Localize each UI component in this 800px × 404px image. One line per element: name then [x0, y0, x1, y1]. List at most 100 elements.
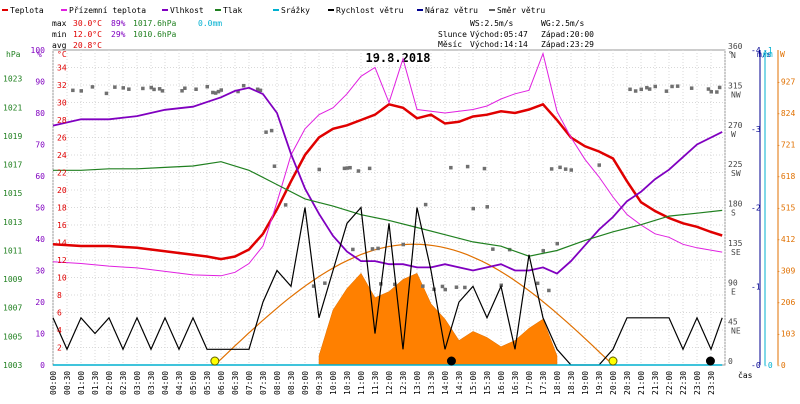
- legend-label: Tlak: [223, 6, 242, 15]
- solar-tick-label: -927: [776, 78, 795, 87]
- legend-item: Tlak: [215, 6, 242, 15]
- wind-direction-mark: [149, 85, 153, 90]
- solar-tick-label: -515: [776, 204, 795, 213]
- stats-max-hum: 89%: [111, 19, 126, 28]
- wind-direction-mark: [323, 281, 327, 285]
- rain-tick-label: -0: [763, 361, 773, 370]
- x-tick-label: 03:30: [147, 371, 156, 395]
- pct-tick-label: 10: [35, 330, 45, 339]
- wind-direction-mark: [258, 88, 263, 93]
- wind-direction-mark: [706, 87, 711, 91]
- wind-direction-mark: [465, 164, 470, 169]
- dir-axis-title: °: [728, 50, 733, 59]
- x-tick-label: 21:30: [651, 371, 660, 395]
- moon-rise: Východ:14:14: [470, 40, 528, 49]
- x-tick-label: 05:00: [189, 371, 198, 395]
- legend-item: Vlhkost: [162, 6, 204, 15]
- x-tick-label: 00:00: [49, 371, 58, 395]
- hpa-tick-label: 1015: [3, 189, 22, 198]
- wind-direction-mark: [675, 84, 680, 88]
- stats-max-press: 1017.6hPa: [133, 19, 177, 28]
- x-tick-label: 12:00: [385, 371, 394, 395]
- moon-set: Západ:23:29: [541, 40, 594, 49]
- temp-tick-label: 4: [57, 326, 62, 335]
- wind-direction-mark: [423, 202, 428, 207]
- x-tick-label: 20:00: [609, 371, 618, 395]
- wind-direction-mark: [555, 241, 559, 246]
- hpa-tick-label: 1011: [3, 246, 22, 255]
- legend: Teplota Přízemní teplota Vlhkost Tlak Srážky…: [2, 6, 545, 15]
- pct-tick-label: 0: [40, 361, 45, 370]
- pct-tick-label: 100: [31, 46, 46, 55]
- solar-fill-layer: [214, 243, 614, 366]
- dir-tick-label: 135: [728, 239, 743, 248]
- dir-tick-label: 225: [728, 160, 743, 169]
- dir-name-label: W: [731, 130, 736, 139]
- wind-direction-mark: [670, 84, 674, 89]
- temp-tick-label: 8: [57, 291, 62, 300]
- wind-direction-mark: [547, 288, 551, 293]
- temp-axis-title: °C: [57, 50, 67, 59]
- stats-min-hum: 29%: [111, 30, 126, 39]
- wind-direction-mark: [485, 205, 489, 209]
- wind-direction-mark: [236, 89, 240, 94]
- dir-tick-label: 315: [728, 81, 743, 90]
- legend-label: Rychlost větru: [336, 6, 404, 15]
- sun-sunrise-marker: [210, 356, 220, 366]
- wind-direction-mark: [454, 285, 459, 289]
- legend-item: Náraz větru: [417, 6, 478, 15]
- wind-direction-mark: [463, 285, 467, 290]
- dir-tick-label: 180: [728, 200, 743, 209]
- wind-direction-mark: [342, 166, 347, 171]
- wind-direction-mark: [376, 246, 380, 251]
- series-rychlost-v-tru: [52, 206, 723, 366]
- wind-direction-mark: [689, 86, 694, 90]
- solar-tick-label: -412: [776, 235, 795, 244]
- x-tick-label: 11:00: [357, 371, 366, 395]
- temp-tick-label: 22: [57, 169, 67, 178]
- wind-direction-mark: [569, 168, 573, 172]
- legend-label: Náraz větru: [425, 6, 478, 15]
- legend-item: Směr větru: [489, 6, 545, 15]
- legend-label: Směr větru: [497, 6, 545, 15]
- wind-direction-mark: [443, 287, 447, 292]
- legend-label: Teplota: [10, 6, 44, 15]
- stats-min-press: 1010.6hPa: [133, 30, 177, 39]
- wind-direction-mark: [216, 89, 221, 94]
- x-tick-label: 13:30: [427, 371, 436, 395]
- dir-tick-label: 90: [728, 278, 738, 287]
- dir-tick-label: 45: [728, 318, 738, 327]
- x-tick-label: 12:30: [399, 371, 408, 395]
- series-p-zemn-teplota: [52, 51, 723, 277]
- x-tick-label: 00:30: [63, 371, 72, 395]
- temp-tick-label: 14: [57, 239, 67, 248]
- x-tick-label: 18:00: [553, 371, 562, 395]
- x-tick-label: 03:00: [133, 371, 142, 395]
- solar-radiation-area: [318, 272, 558, 366]
- wind-direction-mark: [351, 247, 355, 252]
- wind-direction-mark: [141, 86, 145, 91]
- wind-direction-mark: [213, 91, 218, 95]
- stats-min-temp: 12.0°C: [73, 30, 102, 39]
- wind-ws: WS:2.5m/s: [470, 19, 514, 28]
- stats-max-temp: 30.0°C: [73, 19, 102, 28]
- wind-direction-mark: [633, 89, 638, 93]
- wind-direction-mark: [401, 242, 405, 247]
- solar-tick-label: -309: [776, 267, 795, 276]
- wind-direction-mark: [205, 84, 209, 89]
- x-tick-label: 06:00: [217, 371, 226, 395]
- axes-layer: hPa 1003 1005 1007 1009 1011 1013 1015 1017 1019 1…: [3, 42, 795, 395]
- wind-tick-label: -1: [751, 282, 761, 291]
- x-tick-label: 22:30: [679, 371, 688, 395]
- wind-direction-mark: [219, 88, 223, 92]
- x-tick-label: 16:30: [511, 371, 520, 395]
- wind-direction-mark: [160, 89, 165, 93]
- legend-item: Rychlost větru: [328, 6, 404, 15]
- wind-direction-mark: [183, 86, 187, 90]
- x-tick-label: 11:30: [371, 371, 380, 395]
- legend-label: Srážky: [281, 6, 310, 15]
- temp-tick-label: 20: [57, 186, 67, 195]
- title: 19.8.2018: [365, 51, 430, 65]
